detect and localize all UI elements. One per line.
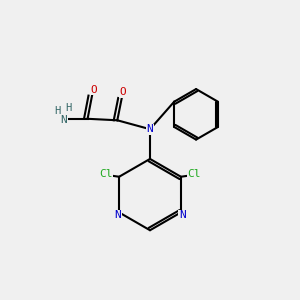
Text: N: N [60,115,67,125]
Text: Cl: Cl [99,169,112,179]
Text: Cl: Cl [188,169,201,179]
Text: O: O [120,87,127,97]
Text: H: H [65,103,71,113]
Text: H: H [55,106,61,116]
Text: N: N [147,124,153,134]
Text: N: N [179,210,186,220]
Text: N: N [114,210,121,220]
Text: O: O [90,85,97,95]
